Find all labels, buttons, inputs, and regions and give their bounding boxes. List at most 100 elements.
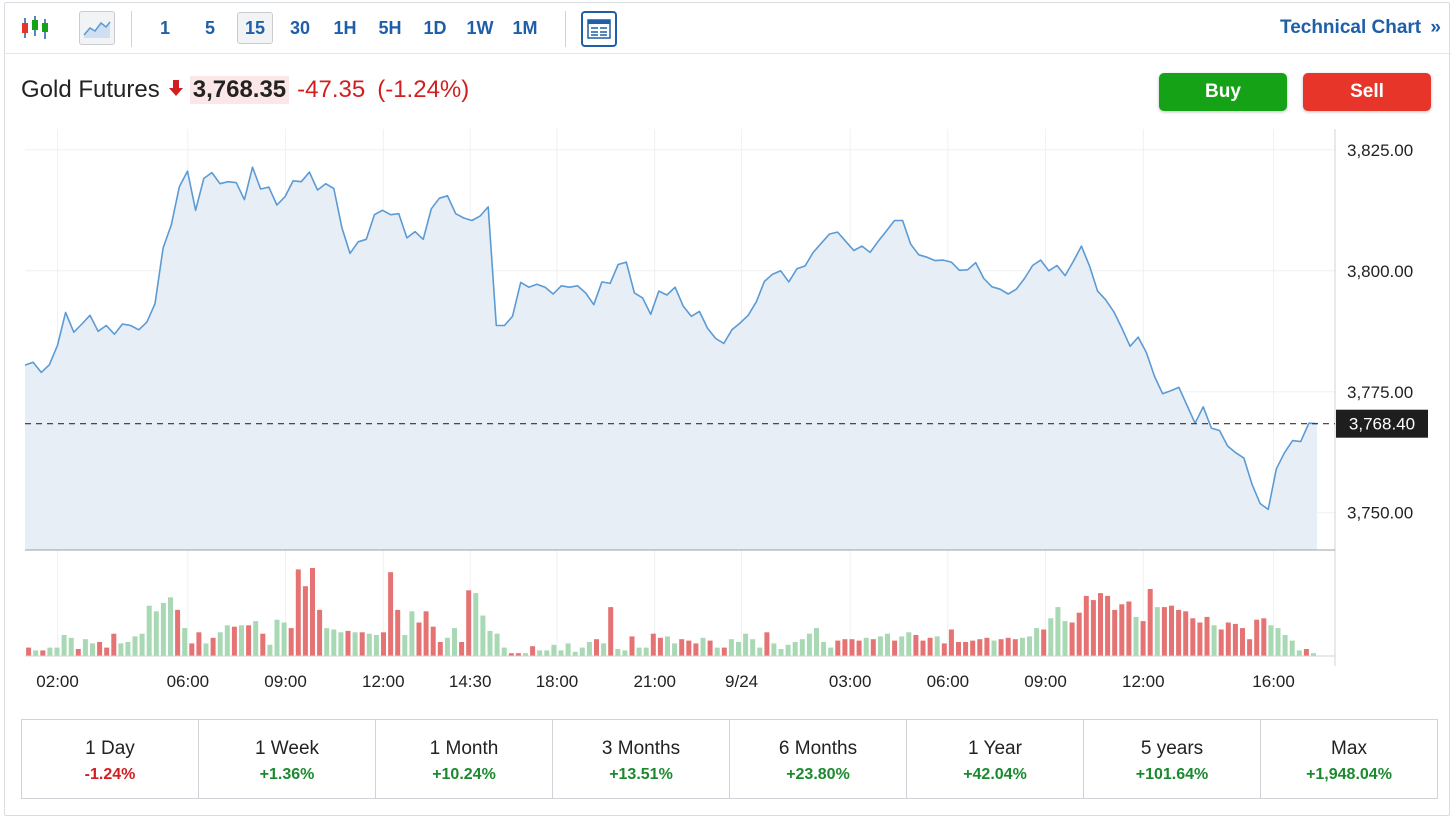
volume-bar (821, 642, 827, 656)
interval-button-1h[interactable]: 1H (333, 18, 357, 38)
layout-icon[interactable] (581, 11, 617, 47)
instrument-name: Gold Futures (21, 76, 160, 103)
volume-bar (785, 644, 791, 656)
volume-bar (139, 633, 145, 656)
interval-button-5h[interactable]: 5H (378, 18, 402, 38)
volume-bar (736, 642, 741, 656)
period-change: +1,948.04% (1306, 766, 1392, 783)
volume-bar (1005, 637, 1011, 656)
period-1-week[interactable]: 1 Week +1.36% (199, 720, 376, 798)
period-1-day[interactable]: 1 Day -1.24% (22, 720, 199, 798)
volume-bar (806, 633, 812, 656)
volume-bar (537, 650, 543, 656)
volume-bar (466, 590, 472, 656)
interval-button-1m[interactable]: 1M (512, 18, 538, 38)
volume-bar (1247, 639, 1253, 656)
interval-button-30[interactable]: 30 (289, 18, 311, 38)
volume-bar (231, 626, 237, 656)
interval-button-1[interactable]: 1 (159, 18, 170, 38)
volume-bar (111, 633, 117, 656)
volume-bar (1240, 628, 1245, 656)
period-5-years[interactable]: 5 years +101.64% (1084, 720, 1261, 798)
buy-button[interactable]: Buy (1159, 73, 1287, 111)
volume-bar (1133, 616, 1139, 656)
interval-button-1d[interactable]: 1D (423, 18, 447, 38)
period-6-months[interactable]: 6 Months +23.80% (730, 720, 907, 798)
price-change: -47.35 (297, 76, 366, 103)
period-1-month[interactable]: 1 Month +10.24% (376, 720, 553, 798)
volume-bar (288, 628, 294, 656)
volume-bar (1154, 607, 1160, 656)
volume-bar (984, 637, 990, 656)
last-price: 3,768.35 (189, 76, 290, 104)
volume-bar (402, 635, 408, 656)
technical-chart-link[interactable]: Technical Chart » (1280, 17, 1441, 39)
interval-button-1w[interactable]: 1W (466, 18, 494, 38)
current-price-label: 3,768.40 (1349, 415, 1415, 434)
volume-bar (210, 637, 216, 656)
sell-button[interactable]: Sell (1303, 73, 1431, 111)
x-tick-label: 03:00 (829, 672, 872, 691)
volume-bar (310, 568, 315, 656)
volume-bar (636, 647, 642, 656)
volume-bar (168, 597, 173, 656)
interval-button-15[interactable]: 15 (237, 12, 273, 44)
price-change-percent: (-1.24%) (377, 76, 470, 103)
volume-bar (721, 647, 727, 656)
price-line (24, 166, 1318, 511)
volume-bar (430, 626, 436, 656)
candlestick-chart-icon[interactable] (19, 13, 51, 43)
volume-bar (331, 629, 337, 656)
volume-bar (423, 611, 429, 656)
volume-bar (1126, 601, 1132, 656)
volume-bar (615, 649, 621, 656)
volume-bar (246, 625, 252, 656)
volume-bar (295, 569, 301, 656)
period-1-year[interactable]: 1 Year +42.04% (907, 720, 1084, 798)
volume-bar (1254, 619, 1260, 656)
volume-bar (267, 644, 273, 656)
price-chart[interactable]: Investing.com3,768.403,825.003,800.003,7… (5, 3, 1451, 715)
x-tick-label: 9/24 (725, 672, 758, 691)
period-label: 1 Year (968, 738, 1022, 759)
volume-bar (1105, 595, 1111, 656)
volume-bar (1090, 600, 1096, 656)
chart-widget: 1 5 15 30 1H 5H 1D 1W 1M Technical Chart » Gold … (4, 2, 1451, 816)
volume-bar (1296, 650, 1302, 656)
volume-bar (870, 639, 876, 656)
volume-bar (1098, 593, 1103, 656)
volume-bar (750, 639, 756, 656)
volume-bar (182, 628, 188, 656)
volume-bar (1041, 629, 1047, 656)
volume-bar (118, 643, 124, 656)
volume-bar (224, 625, 230, 656)
volume-bar (608, 607, 614, 656)
price-area-fill (25, 167, 1317, 550)
volume-bar (1268, 625, 1274, 656)
area-chart-icon[interactable] (79, 11, 115, 45)
volume-bar (686, 640, 692, 656)
period-3-months[interactable]: 3 Months +13.51% (553, 720, 730, 798)
volume-bar (359, 632, 365, 656)
volume-bar (33, 650, 39, 656)
period-max[interactable]: Max +1,948.04% (1261, 720, 1437, 798)
volume-bar (771, 643, 777, 656)
volume-bar (1218, 629, 1224, 656)
volume-bar (579, 647, 585, 656)
volume-bar (899, 636, 905, 656)
volume-bar (459, 642, 465, 656)
volume-bar (657, 637, 663, 656)
volume-bar (792, 642, 798, 656)
volume-bar (1027, 636, 1032, 656)
volume-bar (707, 640, 713, 656)
period-label: 1 Day (85, 738, 135, 759)
x-tick-label: 09:00 (1024, 672, 1067, 691)
volume-bar (1190, 618, 1196, 656)
volume-bar (381, 632, 386, 656)
volume-bar (622, 650, 628, 656)
volume-bar (1112, 609, 1118, 656)
interval-button-5[interactable]: 5 (204, 18, 215, 38)
y-tick-label: 3,800.00 (1347, 262, 1413, 281)
volume-bar (572, 651, 578, 656)
volume-bar (714, 647, 720, 656)
